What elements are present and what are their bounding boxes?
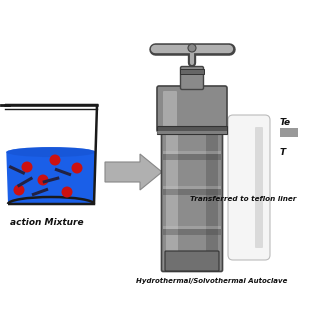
Bar (163, 226, 221, 229)
FancyBboxPatch shape (166, 133, 178, 267)
Bar (163, 154, 221, 160)
Polygon shape (6, 152, 96, 204)
Circle shape (21, 162, 33, 172)
FancyBboxPatch shape (228, 115, 270, 260)
Bar (157, 131, 227, 134)
Bar (163, 186, 221, 189)
Bar (280, 128, 298, 137)
Bar (157, 126, 227, 134)
Circle shape (13, 185, 25, 196)
Ellipse shape (6, 147, 96, 157)
Text: Hydrothermal/Solvothermal Autoclave: Hydrothermal/Solvothermal Autoclave (136, 278, 288, 284)
Text: T: T (280, 148, 286, 156)
Bar (163, 151, 221, 154)
Ellipse shape (6, 147, 96, 157)
Text: action Mixture: action Mixture (10, 218, 84, 227)
Circle shape (71, 163, 83, 173)
Circle shape (61, 187, 73, 197)
Bar (180, 69, 204, 74)
FancyBboxPatch shape (157, 86, 227, 132)
FancyArrow shape (105, 154, 162, 190)
FancyBboxPatch shape (180, 67, 204, 90)
Circle shape (50, 155, 60, 165)
Circle shape (188, 44, 196, 52)
Bar (163, 189, 221, 195)
FancyBboxPatch shape (163, 91, 177, 127)
FancyBboxPatch shape (206, 133, 218, 267)
Circle shape (37, 174, 49, 186)
Text: Te: Te (280, 117, 291, 126)
Bar (163, 229, 221, 235)
Text: Transferred to teflon liner: Transferred to teflon liner (189, 196, 296, 202)
FancyBboxPatch shape (255, 127, 263, 248)
FancyBboxPatch shape (162, 129, 222, 271)
FancyBboxPatch shape (165, 251, 219, 271)
